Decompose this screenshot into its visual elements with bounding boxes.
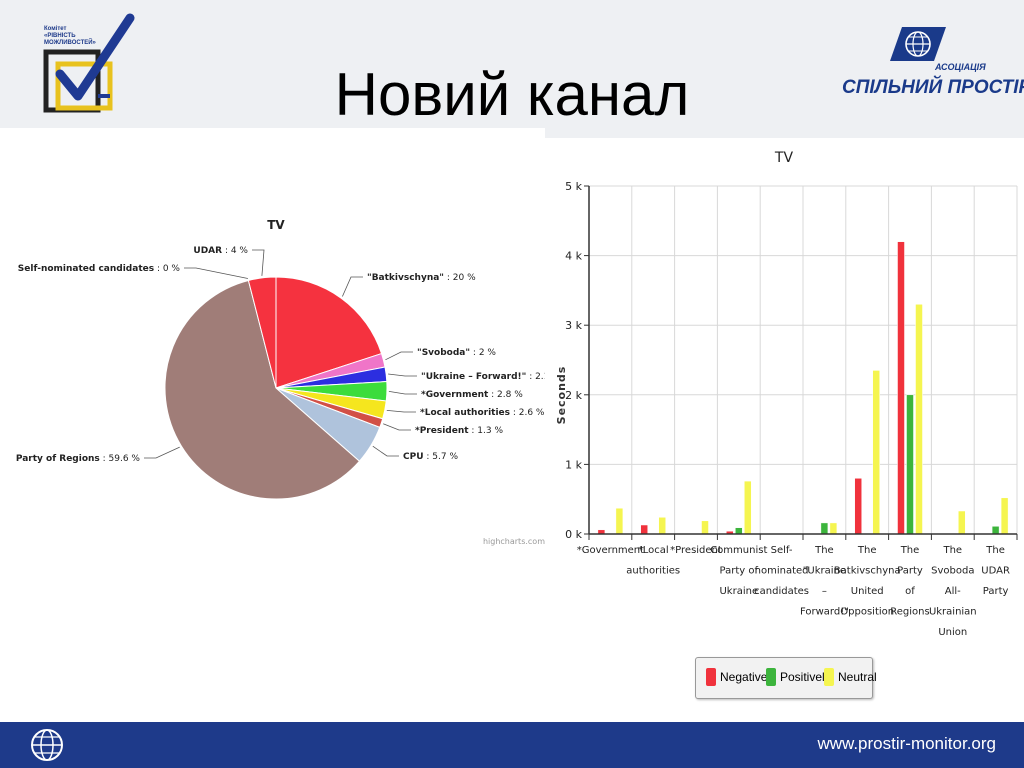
pie-connector — [372, 445, 399, 457]
bar-negatively[interactable] — [640, 524, 648, 535]
logo-text-line-2: «РІВНІСТЬ — [44, 33, 76, 39]
bar-neutral[interactable] — [744, 480, 752, 535]
header-band — [0, 0, 1024, 128]
bar-neutral[interactable] — [658, 517, 666, 535]
committee-logo: Комітет «РІВНІСТЬ МОЖЛИВОСТЕЙ» — [38, 10, 148, 120]
association-logo-small-text: АСОЦІАЦІЯ — [935, 62, 986, 72]
footer-url[interactable]: www.prostir-monitor.org — [817, 734, 996, 753]
checkmark-ballot-icon — [43, 13, 135, 113]
y-tick-label: 2 k — [565, 389, 582, 402]
pie-data-label: CPU : 5.7 % — [403, 452, 458, 462]
pie-connector — [388, 373, 417, 377]
bar-positively[interactable] — [991, 526, 1000, 535]
logo-text-line-1: Комітет — [44, 26, 67, 32]
pie-connector — [383, 423, 411, 431]
y-axis-label: Seconds — [555, 366, 568, 425]
committee-logo-text: Комітет «РІВНІСТЬ МОЖЛИВОСТЕЙ» — [44, 26, 96, 47]
pie-chart-panel: TV "Batkivschyna" : 20 % "Svoboda" : 2 % "… — [0, 128, 561, 720]
x-tick-label: *Government — [577, 545, 644, 556]
pie-data-label: *Local authorities : 2.6 % — [420, 408, 545, 418]
x-tick-label: Communist Party of Ukraine — [710, 545, 767, 597]
chart-credit[interactable]: highcharts.com — [483, 537, 545, 546]
x-tick-label: The Svoboda All-Ukrainian Union — [929, 545, 977, 638]
bar-neutral[interactable] — [829, 522, 838, 535]
x-tick-label: The Batkivschyna United Opposition — [834, 545, 901, 618]
x-tick-label: *Local authorities — [626, 545, 680, 577]
legend-swatch-neutral — [824, 668, 834, 686]
x-tick-label: The "Ukraine – Forward!" — [800, 545, 849, 618]
pie-slice[interactable] — [275, 276, 383, 389]
bar-neutral[interactable] — [701, 520, 709, 535]
pie-connector — [385, 351, 413, 361]
pie-connector — [184, 267, 248, 279]
bar-chart-title: TV — [774, 150, 794, 166]
x-tick-label: *President — [670, 545, 722, 556]
bar-positively[interactable] — [735, 527, 743, 535]
pie-connector — [144, 446, 180, 459]
bar-neutral[interactable] — [1000, 497, 1009, 535]
globe-icon — [890, 27, 946, 61]
footer-bar: www.prostir-monitor.org — [0, 722, 1024, 768]
x-tick-label: Self-nominated candidates — [754, 545, 809, 597]
bar-neutral[interactable] — [615, 507, 624, 535]
pie-connector — [342, 276, 363, 297]
legend-item-neutral[interactable]: Neutral — [838, 670, 877, 684]
legend-item-positively[interactable]: Positively — [780, 670, 831, 684]
pie-data-label: Party of Regions : 59.6 % — [16, 454, 141, 464]
y-tick-label: 3 k — [565, 319, 582, 332]
pie-slice[interactable] — [247, 276, 277, 389]
y-tick-label: 0 k — [565, 528, 582, 541]
pie-data-label: Self-nominated candidates : 0 % — [18, 264, 181, 274]
bar-negatively[interactable] — [854, 478, 862, 535]
x-tick-label: The Party of Regions — [890, 545, 929, 618]
legend-swatch-negatively — [706, 668, 716, 686]
pie-connector — [252, 249, 265, 276]
pie-chart-title: TV — [267, 218, 285, 232]
pie-data-label: UDAR : 4 % — [193, 246, 248, 256]
bar-neutral[interactable] — [958, 510, 966, 535]
x-tick-label: The UDAR Party — [981, 545, 1010, 597]
legend-swatch-positively — [766, 668, 776, 686]
bar-chart-panel: TV 0 k 1 k 2 k 3 k 4 k 5 k *Government *Local au… — [545, 140, 1024, 720]
pie-chart: TV "Batkivschyna" : 20 % "Svoboda" : 2 % "… — [16, 218, 561, 546]
pie-data-label: "Batkivschyna" : 20 % — [367, 273, 476, 283]
pie-data-label: *Government : 2.8 % — [421, 390, 523, 400]
bar-positively[interactable] — [906, 394, 914, 535]
bar-positively[interactable] — [820, 522, 829, 535]
bar-neutral[interactable] — [915, 304, 923, 535]
y-tick-label: 5 k — [565, 180, 582, 193]
bar-negatively[interactable] — [897, 241, 905, 535]
pie-data-label: *President : 1.3 % — [415, 426, 503, 436]
association-logo-big-text: СПІЛЬНИЙ ПРОСТІР — [842, 77, 1024, 98]
page-title: Новий канал — [334, 61, 690, 128]
pie-slice[interactable] — [164, 279, 361, 500]
globe-icon — [31, 729, 63, 761]
pie-data-label: "Svoboda" : 2 % — [417, 348, 496, 358]
legend-item-negatively[interactable]: Negatively — [720, 670, 777, 684]
bar-neutral[interactable] — [872, 370, 880, 535]
logo-text-line-3: МОЖЛИВОСТЕЙ» — [44, 40, 96, 46]
y-tick-label: 4 k — [565, 250, 582, 263]
header-band-extension — [545, 128, 1024, 138]
pie-data-label: "Ukraine – Forward!" : 2.1 % — [421, 372, 545, 382]
chart-legend: Negatively Positively Neutral — [695, 657, 877, 699]
y-tick-label: 1 k — [565, 458, 582, 471]
pie-connector — [386, 410, 416, 413]
pie-connector — [388, 391, 417, 395]
bar-chart: TV 0 k 1 k 2 k 3 k 4 k 5 k *Government*Local au… — [555, 150, 1018, 638]
association-logo: АСОЦІАЦІЯ СПІЛЬНИЙ ПРОСТІР — [840, 25, 1024, 110]
